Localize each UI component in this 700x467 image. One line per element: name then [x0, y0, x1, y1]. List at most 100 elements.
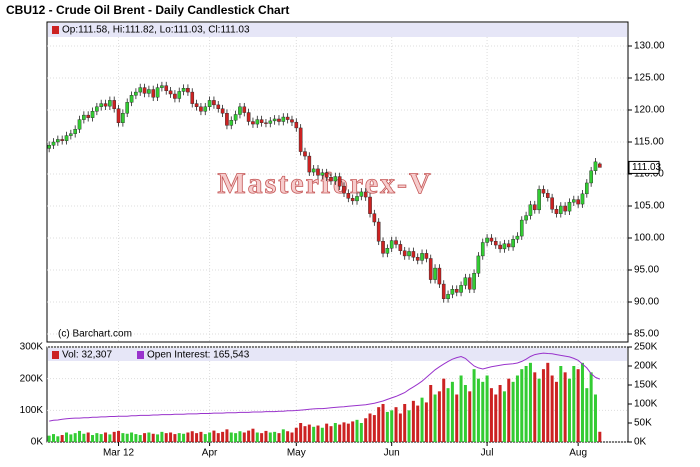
- volume-bar: [312, 426, 316, 442]
- candle-body: [103, 103, 108, 107]
- candle-body: [589, 170, 593, 184]
- candle-body: [519, 219, 524, 237]
- volume-bar: [151, 433, 155, 442]
- candle-body: [60, 139, 64, 141]
- y-tick-label: 300K: [20, 342, 44, 353]
- candle-body: [82, 114, 86, 120]
- candle-body: [151, 89, 156, 98]
- volume-bar: [294, 427, 298, 442]
- volume-bar: [112, 431, 116, 442]
- candle-body: [77, 119, 82, 130]
- candle-body: [554, 208, 559, 214]
- candle-body: [186, 88, 190, 93]
- candle-body: [576, 199, 580, 205]
- volume-bar: [121, 433, 125, 442]
- candle-body: [350, 198, 355, 202]
- candle-body: [142, 87, 147, 94]
- volume-bar: [251, 428, 255, 442]
- volume-bar: [325, 423, 329, 442]
- candle-body: [125, 102, 130, 114]
- y-tick-label: 0K: [31, 437, 44, 448]
- volume-bar: [507, 378, 511, 442]
- volume-bar: [398, 413, 402, 442]
- candle-body: [229, 120, 234, 126]
- candle-body: [394, 240, 398, 245]
- volume-bar: [563, 372, 567, 442]
- volume-bar: [351, 421, 355, 442]
- volume-bar: [520, 369, 524, 442]
- candle-body: [433, 267, 437, 280]
- candle-body: [355, 196, 359, 202]
- volume-bar: [147, 432, 151, 442]
- volume-bar: [329, 426, 333, 442]
- candle-body: [337, 176, 342, 187]
- volume-panel: [46, 346, 629, 443]
- candle-body: [580, 193, 585, 205]
- candle-body: [220, 108, 225, 114]
- candle-body: [476, 255, 481, 274]
- volume-bar: [199, 431, 203, 442]
- candle-body: [598, 163, 602, 168]
- volume-bar: [281, 429, 285, 442]
- candle-body: [212, 100, 216, 106]
- candle-body: [203, 106, 208, 112]
- volume-bar: [260, 433, 264, 442]
- candle-body: [264, 122, 268, 124]
- candle-body: [372, 213, 377, 223]
- candle-body: [47, 144, 51, 149]
- candle-body: [437, 267, 442, 285]
- x-tick-label: Mar 12: [103, 448, 135, 459]
- candle-body: [199, 106, 203, 112]
- candle-body: [181, 88, 186, 92]
- volume-bar: [533, 372, 537, 442]
- volume-bar: [290, 432, 294, 442]
- candle-body: [251, 121, 255, 125]
- volume-bar: [104, 432, 108, 442]
- y-tick-label: 200K: [20, 373, 44, 384]
- candle-body: [298, 127, 303, 152]
- candle-body: [138, 87, 143, 93]
- y-tick-label: 115.00: [634, 137, 664, 148]
- candle-body: [272, 118, 277, 122]
- volume-bar: [364, 418, 368, 442]
- candle-body: [450, 289, 455, 295]
- volume-bar: [134, 434, 138, 442]
- candle-body: [86, 114, 90, 118]
- volume-bar: [320, 427, 324, 442]
- candle-body: [233, 114, 238, 121]
- candle-body: [524, 215, 528, 221]
- candle-body: [493, 240, 498, 246]
- y-tick-label: 100K: [20, 405, 44, 416]
- candle-body: [567, 201, 572, 212]
- candle-body: [385, 248, 390, 254]
- volume-bar: [476, 378, 480, 442]
- candle-body: [363, 191, 368, 198]
- candle-body: [216, 104, 221, 109]
- volume-bar: [60, 435, 64, 442]
- candle-body: [454, 289, 459, 293]
- volume-bar: [186, 432, 190, 442]
- volume-bar: [264, 430, 268, 442]
- volume-bar: [528, 362, 532, 442]
- volume-bar: [468, 391, 472, 442]
- volume-bar: [242, 432, 246, 442]
- volume-bar: [346, 423, 350, 442]
- y2-tick-label: 50K: [634, 418, 652, 429]
- candle-body: [415, 257, 420, 261]
- y2-tick-label: 200K: [634, 361, 658, 372]
- candle-body: [329, 176, 333, 182]
- volume-bar: [463, 385, 467, 442]
- volume-bar: [86, 432, 90, 442]
- legend-text: Op:111.58, Hi:111.82, Lo:111.03, Cl:111.…: [62, 25, 250, 36]
- volume-bar: [437, 391, 441, 442]
- y-tick-label: 125.00: [634, 73, 665, 84]
- candle-body: [389, 240, 394, 249]
- candle-body: [515, 235, 520, 240]
- volume-bar: [359, 423, 363, 442]
- volume-bar: [381, 404, 385, 442]
- candle-body: [259, 119, 264, 123]
- volume-header: [48, 348, 627, 361]
- candle-body: [333, 176, 338, 182]
- candle-body: [498, 244, 502, 250]
- volume-bar: [550, 375, 554, 442]
